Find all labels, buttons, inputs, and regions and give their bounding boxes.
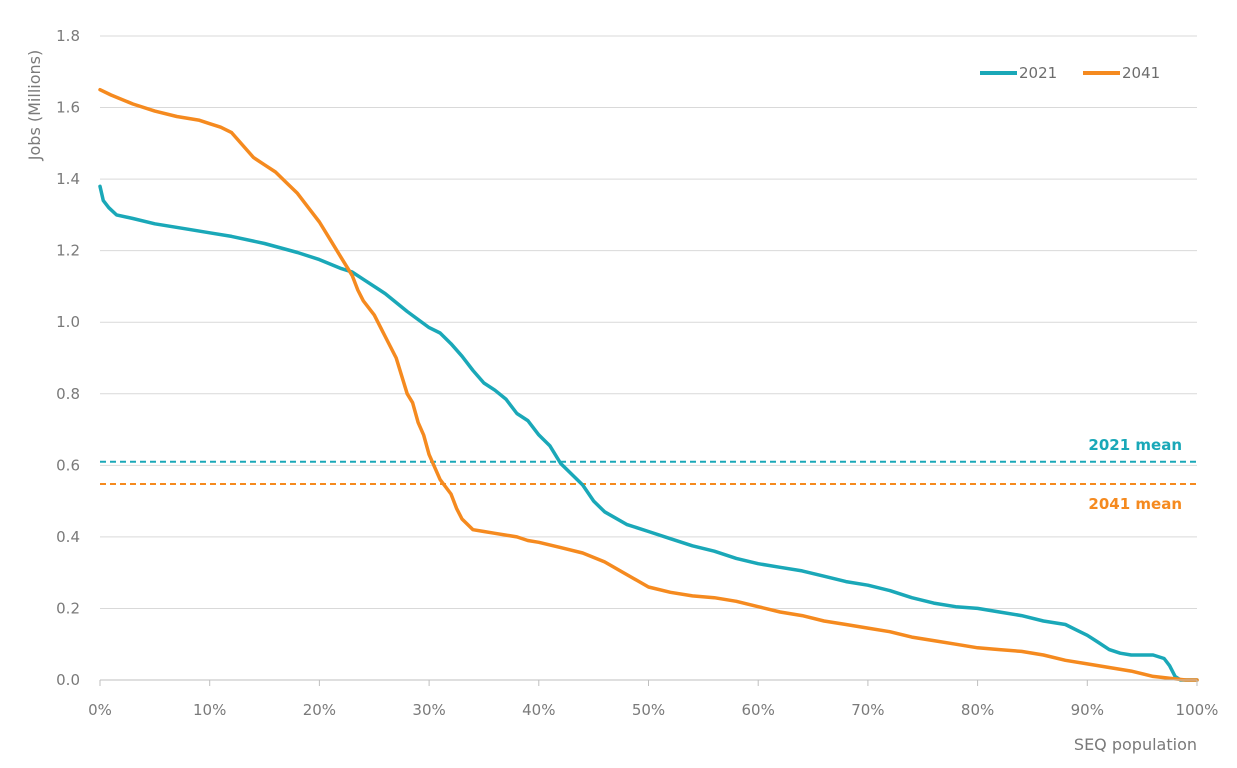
y-tick-label: 1.0: [56, 313, 80, 331]
x-tick-label: 90%: [1071, 701, 1104, 719]
mean-label-0: 2021 mean: [1088, 436, 1182, 454]
mean-label-1: 2041 mean: [1088, 495, 1182, 513]
grid-layer: [100, 35, 1197, 609]
x-tick-label: 30%: [412, 701, 445, 719]
x-tick-label: 80%: [961, 701, 994, 719]
x-tick-label: 50%: [632, 701, 665, 719]
y-tick-label: 1.6: [56, 99, 80, 117]
x-tick-label: 20%: [303, 701, 336, 719]
y-tick-label: 1.8: [56, 27, 80, 45]
series-layer: [98, 87, 1199, 682]
axis-layer: 0.0 0.2 0.4 0.6 0.8 1.0 1.2 1.4 1.6 1.8 0% 10% 20% 30…: [56, 27, 1218, 719]
x-tick-label: 100%: [1176, 701, 1219, 719]
legend-label-2021: 2021: [1019, 64, 1057, 82]
x-tick-label: 60%: [742, 701, 775, 719]
x-axis-title: SEQ population: [1074, 735, 1197, 754]
x-tick-label: 40%: [522, 701, 555, 719]
legend: 2021 2041: [980, 64, 1160, 82]
y-tick-label: 1.2: [56, 242, 80, 260]
y-tick-label: 0.2: [56, 599, 80, 617]
y-axis-title: Jobs (Millions): [25, 50, 44, 161]
y-tick-label: 0.0: [56, 671, 80, 689]
y-tick-label: 1.4: [56, 170, 80, 188]
y-tick-label: 0.4: [56, 528, 80, 546]
x-tick-label: 0%: [88, 701, 112, 719]
y-tick-label: 0.6: [56, 456, 80, 474]
legend-label-2041: 2041: [1122, 64, 1160, 82]
mean-reference-lines: 2021 mean 2041 mean: [100, 436, 1197, 513]
x-tick-label: 10%: [193, 701, 226, 719]
y-tick-label: 0.8: [56, 385, 80, 403]
series-line-2041: [98, 87, 1199, 682]
series-line-2021: [98, 184, 1199, 682]
x-tick-label: 70%: [851, 701, 884, 719]
